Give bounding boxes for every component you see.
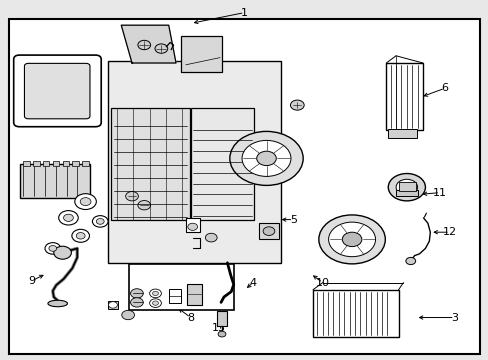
Circle shape [328, 222, 375, 257]
Text: 8: 8 [187, 312, 194, 323]
Circle shape [256, 151, 276, 166]
Circle shape [242, 140, 290, 176]
Text: 12: 12 [442, 227, 456, 237]
Bar [62, 161, 69, 166]
Bar [387, 129, 416, 138]
Bar [72, 161, 79, 166]
Text: 3: 3 [450, 312, 457, 323]
Circle shape [205, 233, 217, 242]
Circle shape [149, 299, 161, 307]
Bar [43, 161, 49, 166]
Circle shape [80, 198, 91, 206]
Circle shape [138, 40, 150, 50]
Circle shape [76, 233, 85, 239]
Circle shape [75, 194, 96, 210]
Bar [107, 61, 281, 263]
Circle shape [155, 44, 167, 53]
Bar [386, 63, 422, 130]
FancyBboxPatch shape [24, 63, 90, 119]
Bar [23, 161, 30, 166]
Text: 13: 13 [212, 323, 225, 333]
Text: 9: 9 [28, 276, 35, 286]
Bar [398, 182, 415, 191]
Circle shape [342, 232, 361, 247]
Text: 1: 1 [241, 8, 247, 18]
Bar [53, 161, 59, 166]
Bar [33, 161, 40, 166]
Circle shape [96, 219, 104, 224]
Bar [168, 289, 181, 303]
Circle shape [108, 302, 117, 308]
Text: 4: 4 [249, 278, 256, 288]
Circle shape [130, 298, 143, 307]
Text: 6: 6 [441, 83, 447, 93]
Circle shape [263, 227, 274, 235]
Circle shape [187, 223, 197, 230]
Bar [111, 108, 189, 220]
Polygon shape [121, 25, 176, 63]
Bar [185, 218, 199, 232]
Circle shape [218, 331, 225, 337]
Bar [128, 264, 233, 310]
Text: 5: 5 [289, 215, 296, 225]
Circle shape [318, 215, 385, 264]
Circle shape [387, 174, 425, 201]
Circle shape [122, 310, 134, 320]
Circle shape [72, 229, 89, 242]
Bar [181, 36, 222, 72]
Text: 11: 11 [432, 188, 446, 198]
Circle shape [130, 289, 143, 298]
Circle shape [149, 289, 161, 298]
Circle shape [229, 131, 303, 185]
Circle shape [138, 201, 150, 210]
Circle shape [125, 192, 138, 201]
Text: 7: 7 [37, 164, 43, 174]
Bar [107, 301, 118, 309]
Ellipse shape [48, 300, 67, 307]
Circle shape [92, 216, 108, 227]
Circle shape [54, 246, 71, 259]
Circle shape [395, 179, 417, 195]
Circle shape [63, 214, 73, 221]
Bar [186, 284, 202, 305]
Bar [20, 164, 90, 198]
Text: 10: 10 [315, 278, 329, 288]
Circle shape [152, 291, 158, 296]
Bar [82, 161, 88, 166]
Bar [190, 108, 254, 220]
Circle shape [152, 301, 158, 305]
FancyBboxPatch shape [14, 55, 101, 127]
Circle shape [59, 211, 78, 225]
Text: 2: 2 [41, 83, 48, 93]
Circle shape [45, 243, 61, 254]
Circle shape [290, 100, 304, 110]
Bar [217, 311, 226, 326]
Bar [395, 190, 417, 196]
Circle shape [49, 246, 57, 251]
Circle shape [405, 257, 415, 265]
Bar [312, 290, 398, 337]
Bar [259, 223, 278, 239]
